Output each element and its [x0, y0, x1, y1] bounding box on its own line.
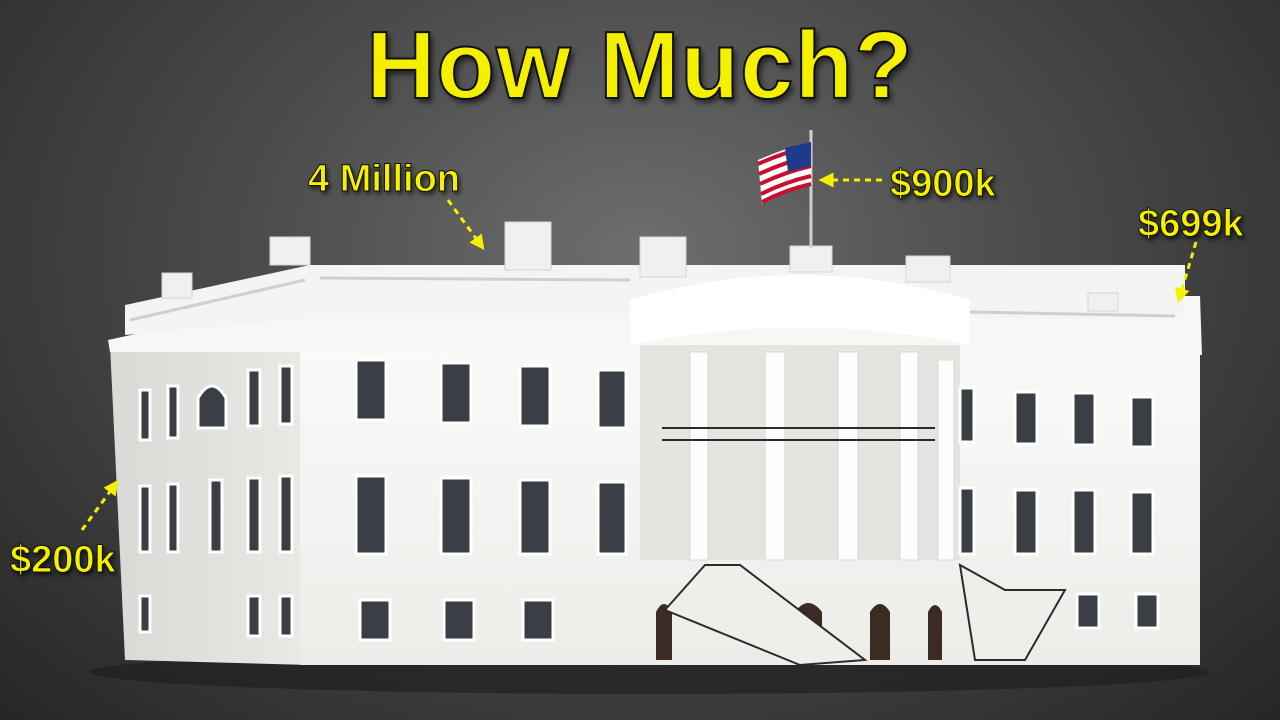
price-label-roof: 4 Million	[308, 158, 461, 201]
price-label-left-corner: $200k	[10, 539, 117, 582]
chimneys	[161, 221, 1119, 312]
portico-columns	[689, 351, 955, 561]
headline-title: How Much?	[365, 11, 914, 120]
price-label-right-wing: $699k	[1138, 203, 1245, 246]
price-label-flag: $900k	[890, 163, 997, 206]
pointer-arrows	[80, 172, 1198, 531]
arched-window	[196, 384, 228, 430]
balcony-railing	[662, 427, 935, 441]
american-flag	[757, 142, 812, 204]
balustrade-details	[129, 276, 1176, 322]
portico-roof	[630, 275, 970, 345]
staircases	[663, 563, 1067, 667]
windows	[138, 358, 1160, 642]
